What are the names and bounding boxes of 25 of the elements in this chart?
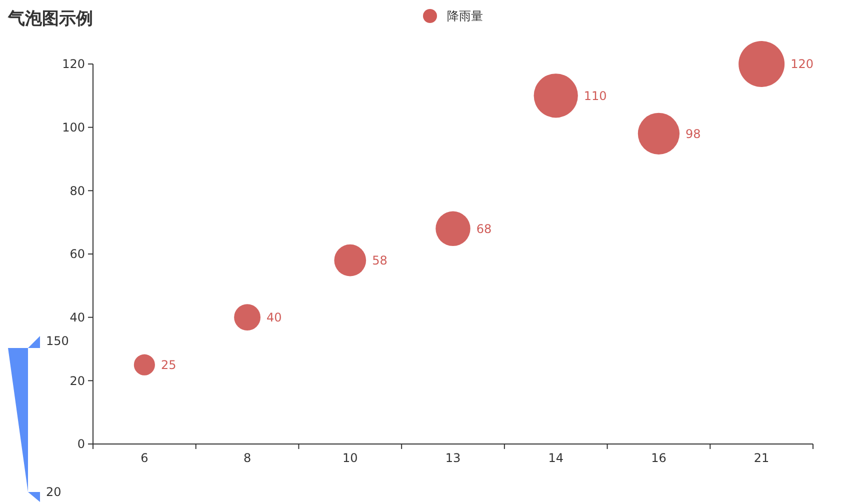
x-tick-label: 6 (140, 451, 148, 465)
data-label: 98 (686, 126, 701, 141)
x-tick-label: 16 (651, 451, 666, 465)
x-tick-label: 13 (445, 451, 461, 465)
x-tick-label: 21 (754, 451, 770, 465)
data-label: 58 (372, 254, 388, 268)
y-tick-label: 40 (70, 310, 85, 325)
x-tick-label: 10 (342, 451, 358, 465)
y-tick-label: 60 (70, 247, 85, 262)
text: 150 (46, 334, 69, 348)
legend-label: 降雨量 (447, 9, 483, 24)
y-tick-label: 120 (62, 57, 85, 72)
y-tick-label: 20 (70, 374, 85, 388)
y-tick-label: 80 (70, 184, 85, 198)
y-tick-label: 0 (77, 437, 85, 452)
y-tick-label: 100 (62, 120, 85, 135)
text: 20 (46, 485, 62, 500)
data-label: 110 (584, 88, 607, 103)
x-tick-label: 8 (243, 451, 252, 465)
data-label: 120 (790, 57, 814, 72)
data-label: 68 (476, 222, 492, 236)
data-label: 40 (266, 310, 282, 325)
chart-title: 气泡图示例 (7, 9, 93, 29)
data-label: 25 (160, 358, 176, 372)
x-tick-label: 14 (548, 451, 564, 465)
